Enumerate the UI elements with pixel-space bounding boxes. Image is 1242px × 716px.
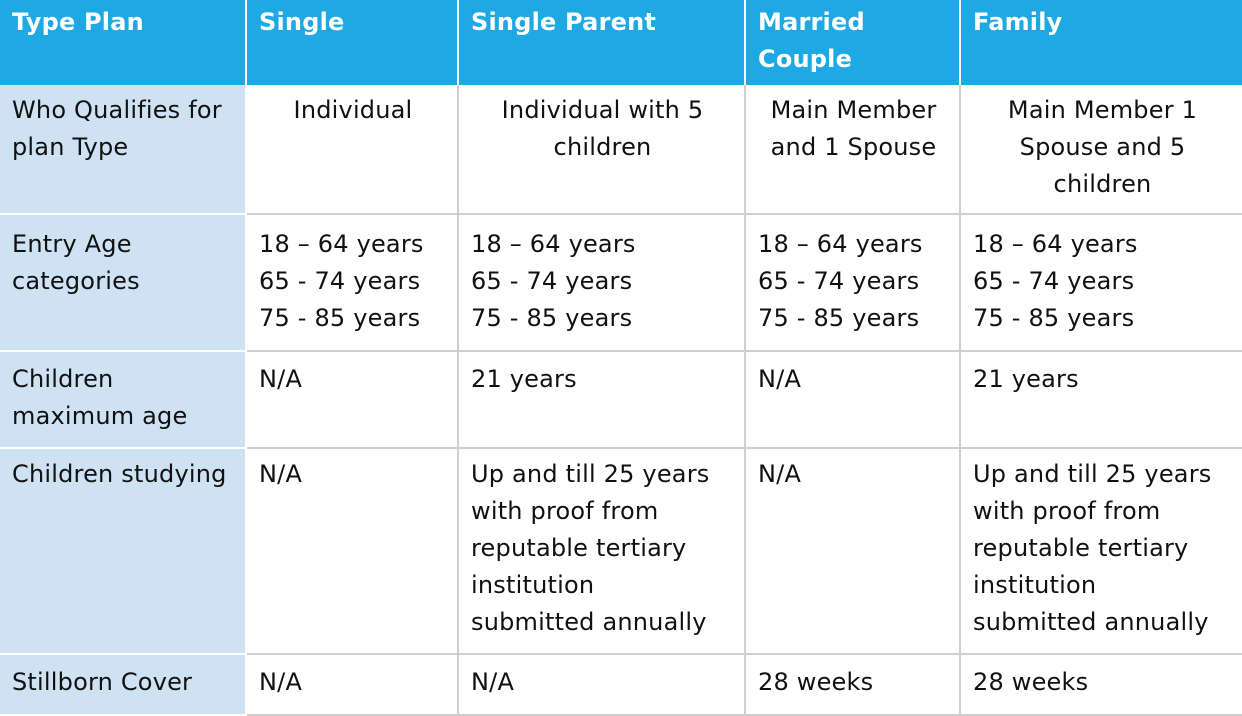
age-range: 75 - 85 years: [973, 304, 1135, 332]
cell-children-studying-single-parent: Up and till 25 years with proof from rep…: [458, 448, 746, 655]
age-range: 65 - 74 years: [471, 267, 633, 295]
cell-qualifies-single: Individual: [246, 85, 459, 215]
cell-text: with proof from: [471, 497, 659, 525]
cell-stillborn-single: N/A: [246, 654, 459, 716]
age-range: 65 - 74 years: [758, 267, 920, 295]
row-label-line: maximum age: [12, 402, 188, 430]
header-single-parent: Single Parent: [458, 0, 746, 85]
cell-stillborn-single-parent: N/A: [458, 654, 746, 716]
cell-text: and 1 Spouse: [770, 133, 937, 161]
cell-text: children: [553, 133, 652, 161]
age-range: 18 – 64 years: [471, 230, 636, 258]
cell-entry-age-family: 18 – 64 years 65 - 74 years 75 - 85 year…: [960, 214, 1242, 352]
header-row: Type Plan Single Single Parent Married C…: [0, 0, 1242, 85]
cell-text: Main Member: [770, 96, 937, 124]
cell-entry-age-married: 18 – 64 years 65 - 74 years 75 - 85 year…: [745, 214, 961, 352]
cell-text: institution: [973, 571, 1097, 599]
cell-text: Spouse and 5: [1019, 133, 1186, 161]
cell-stillborn-family: 28 weeks: [960, 654, 1242, 716]
row-label-entry-age: Entry Age categories: [0, 214, 247, 352]
row-label-line: Children: [12, 365, 114, 393]
cell-text: submitted annually: [973, 608, 1209, 636]
age-range: 18 – 64 years: [758, 230, 923, 258]
cell-children-max-age-single: N/A: [246, 351, 459, 449]
cell-text: Individual with 5: [501, 96, 704, 124]
cell-children-studying-married: N/A: [745, 448, 961, 655]
row-label-line: Entry Age: [12, 230, 132, 258]
cell-qualifies-single-parent: Individual with 5 children: [458, 85, 746, 215]
cell-text: Main Member 1: [1007, 96, 1198, 124]
row-label-line: Who Qualifies for: [12, 96, 222, 124]
row-label-children-max-age: Children maximum age: [0, 351, 247, 449]
cell-entry-age-single: 18 – 64 years 65 - 74 years 75 - 85 year…: [246, 214, 459, 352]
row-label-line: Children studying: [12, 460, 227, 488]
header-type-plan: Type Plan: [0, 0, 247, 85]
header-family: Family: [960, 0, 1242, 85]
cell-stillborn-married: 28 weeks: [745, 654, 961, 716]
cell-qualifies-married: Main Member and 1 Spouse: [745, 85, 961, 215]
header-married-couple: Married Couple: [745, 0, 961, 85]
age-range: 75 - 85 years: [471, 304, 633, 332]
cell-text: reputable tertiary: [973, 534, 1189, 562]
cell-children-studying-family: Up and till 25 years with proof from rep…: [960, 448, 1242, 655]
table-row-stillborn: Stillborn Cover N/A N/A 28 weeks 28 week…: [0, 654, 1242, 716]
row-label-line: plan Type: [12, 133, 129, 161]
cell-children-max-age-married: N/A: [745, 351, 961, 449]
age-range: 18 – 64 years: [259, 230, 424, 258]
table-row-qualifies: Who Qualifies for plan Type Individual I…: [0, 85, 1242, 215]
table-row-children-max-age: Children maximum age N/A 21 years N/A 21…: [0, 351, 1242, 449]
row-label-qualifies: Who Qualifies for plan Type: [0, 85, 247, 215]
cell-entry-age-single-parent: 18 – 64 years 65 - 74 years 75 - 85 year…: [458, 214, 746, 352]
cell-qualifies-family: Main Member 1 Spouse and 5 children: [960, 85, 1242, 215]
row-label-stillborn: Stillborn Cover: [0, 654, 247, 716]
age-range: 65 - 74 years: [973, 267, 1135, 295]
cell-text: Individual: [293, 96, 413, 124]
cell-text: institution: [471, 571, 595, 599]
table-row-children-studying: Children studying N/A Up and till 25 yea…: [0, 448, 1242, 655]
header-single: Single: [246, 0, 459, 85]
cell-text: reputable tertiary: [471, 534, 687, 562]
cell-text: submitted annually: [471, 608, 707, 636]
cell-text: children: [1053, 170, 1152, 198]
cell-text: Up and till 25 years: [471, 460, 710, 488]
row-label-children-studying: Children studying: [0, 448, 247, 655]
cell-text: with proof from: [973, 497, 1161, 525]
cell-children-max-age-single-parent: 21 years: [458, 351, 746, 449]
age-range: 18 – 64 years: [973, 230, 1138, 258]
cell-text: Up and till 25 years: [973, 460, 1212, 488]
table-row-entry-age: Entry Age categories 18 – 64 years 65 - …: [0, 214, 1242, 352]
age-range: 75 - 85 years: [758, 304, 920, 332]
header-married-line1: Married: [758, 8, 865, 36]
row-label-line: categories: [12, 267, 140, 295]
header-married-line2: Couple: [758, 45, 853, 73]
age-range: 65 - 74 years: [259, 267, 421, 295]
cell-children-max-age-family: 21 years: [960, 351, 1242, 449]
age-range: 75 - 85 years: [259, 304, 421, 332]
cell-children-studying-single: N/A: [246, 448, 459, 655]
